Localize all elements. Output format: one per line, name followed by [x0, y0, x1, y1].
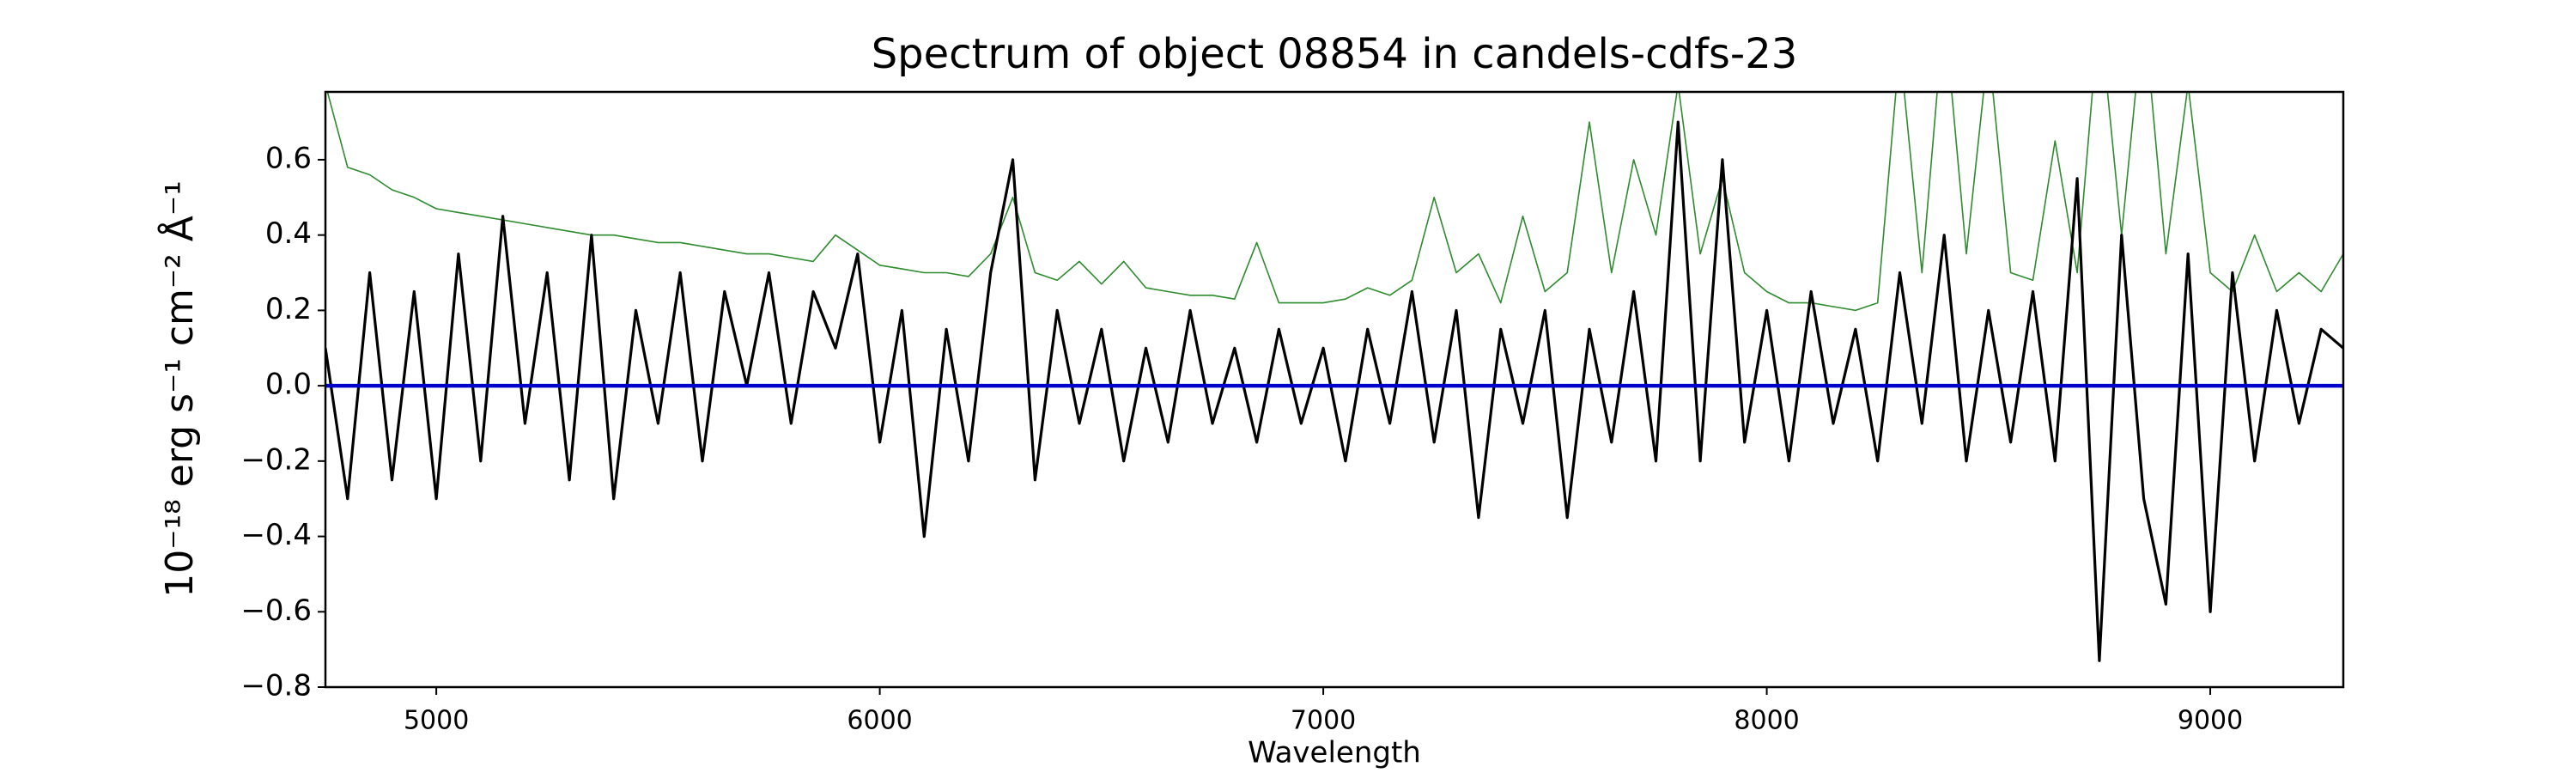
y-tick-label: 0.2	[265, 292, 312, 326]
y-tick-label: −0.6	[240, 593, 312, 628]
plot-area	[325, 92, 2343, 662]
x-tick-label: 9000	[2178, 706, 2243, 736]
y-tick-label: 0.4	[265, 216, 312, 251]
chart-title: Spectrum of object 08854 in candels-cdfs…	[872, 30, 1798, 78]
y-tick-label: −0.8	[240, 669, 312, 703]
y-axis-label: 10⁻¹⁸ erg s⁻¹ cm⁻² Å⁻¹	[156, 180, 202, 597]
y-tick-label: −0.4	[240, 518, 312, 552]
series-line	[325, 120, 2343, 662]
x-tick-label: 6000	[847, 706, 912, 736]
x-tick-label: 5000	[404, 706, 469, 736]
x-axis-label: Wavelength	[1248, 736, 1421, 770]
y-tick-label: 0.6	[265, 141, 312, 175]
axes-frame	[324, 90, 2345, 689]
series-line	[326, 92, 2343, 312]
y-tick-label: 0.0	[265, 368, 312, 402]
x-tick-label: 7000	[1291, 706, 1356, 736]
x-tick-label: 8000	[1734, 706, 1799, 736]
y-tick-label: −0.2	[240, 442, 312, 477]
